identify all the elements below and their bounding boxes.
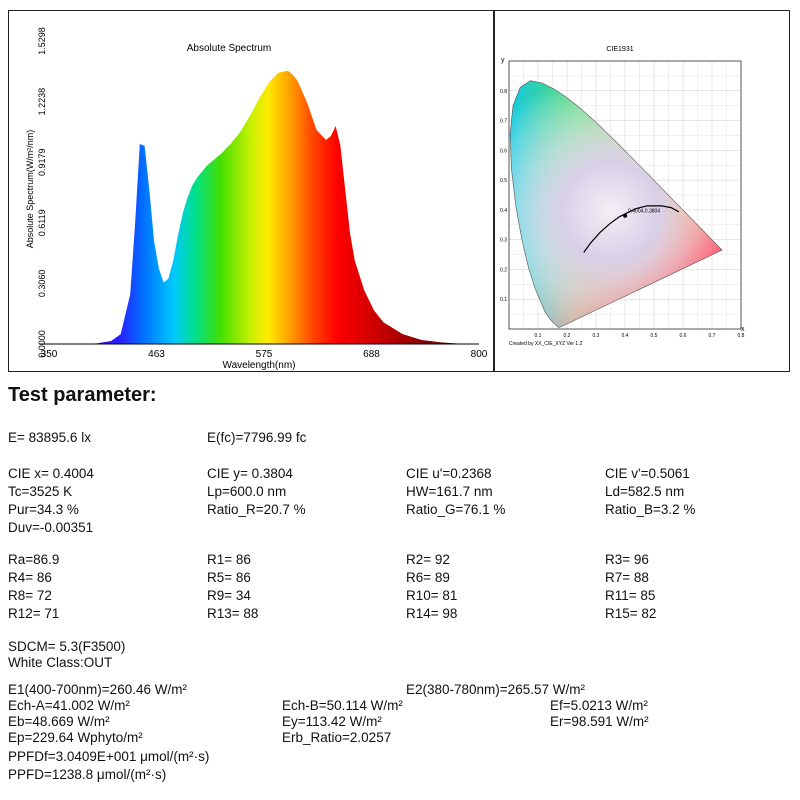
planckian-locus bbox=[583, 205, 680, 253]
erb-ratio-value: Erb_Ratio=2.0257 bbox=[282, 730, 392, 745]
ppfd-value: PPFD=1238.8 μmol/(m²·s) bbox=[8, 767, 167, 782]
spectrum-chart: Absolute Spectrum 0.00000.30600.61190.91… bbox=[25, 27, 488, 371]
eb-value: Eb=48.669 W/m² bbox=[8, 714, 110, 729]
spectrum-x-tick: 463 bbox=[148, 349, 165, 360]
white-class-value: White Class:OUT bbox=[8, 655, 113, 670]
parameters-heading: Test parameter: bbox=[8, 384, 157, 406]
cie-v-value: CIE v'=0.5061 bbox=[605, 466, 690, 481]
cie-x-tick: 0.8 bbox=[738, 333, 745, 339]
r12-value: R12= 71 bbox=[8, 606, 60, 621]
illuminance-fc: E(fc)=7796.99 fc bbox=[207, 430, 307, 445]
r1-value: R1= 86 bbox=[207, 552, 251, 567]
cie-x-tick: 0.5 bbox=[651, 333, 658, 339]
cie-y-tick: 0.1 bbox=[500, 297, 507, 303]
chromaticity-point bbox=[623, 213, 628, 218]
sdcm-value: SDCM= 5.3(F3500) bbox=[8, 639, 126, 654]
spectrum-y-tick: 1.5298 bbox=[37, 27, 47, 55]
cie-x-tick: 0.3 bbox=[593, 333, 600, 339]
cie-title: CIE1931 bbox=[606, 46, 633, 53]
r8-value: R8= 72 bbox=[8, 588, 52, 603]
illuminance-lx: E= 83895.6 lx bbox=[8, 430, 91, 445]
ey-value: Ey=113.42 W/m² bbox=[282, 714, 382, 729]
r13-value: R13= 88 bbox=[207, 606, 259, 621]
r7-value: R7= 88 bbox=[605, 570, 649, 585]
lp-value: Lp=600.0 nm bbox=[207, 484, 287, 499]
ep-value: Ep=229.64 Wphyto/m² bbox=[8, 730, 143, 745]
spectrum-x-tick: 688 bbox=[363, 349, 380, 360]
r11-value: R11= 85 bbox=[605, 588, 656, 603]
cie-x-tick: 0.6 bbox=[680, 333, 687, 339]
cie-x-tick: 0.2 bbox=[564, 333, 571, 339]
cie-u-value: CIE u'=0.2368 bbox=[406, 466, 492, 481]
cie-y-tick: 0.7 bbox=[500, 119, 507, 125]
cie-y-tick: 0.8 bbox=[500, 89, 507, 95]
r4-value: R4= 86 bbox=[8, 570, 52, 585]
ratio-b-value: Ratio_B=3.2 % bbox=[605, 502, 696, 517]
spectrum-y-tick: 0.3060 bbox=[37, 270, 47, 298]
cie-y-tick: 0.4 bbox=[500, 208, 507, 214]
tc-value: Tc=3525 K bbox=[8, 484, 73, 499]
r14-value: R14= 98 bbox=[406, 606, 458, 621]
cie-chart: CIE1931 y x 0.4004,0.3804 0.1 0.2 0.3 0.4 0.… bbox=[500, 46, 745, 347]
ld-value: Ld=582.5 nm bbox=[605, 484, 685, 499]
spectrum-chart-panel: Absolute Spectrum 0.0000 0.3060 0.6119 0.91… bbox=[8, 10, 494, 372]
cie-x-tick: 0.4 bbox=[622, 333, 629, 339]
spectrum-x-tick: 575 bbox=[256, 349, 273, 360]
e2-value: E2(380-780nm)=265.57 W/m² bbox=[406, 682, 585, 697]
spectrum-y-tick: 0.9179 bbox=[37, 148, 47, 176]
cie-y-tick: 0.5 bbox=[500, 178, 507, 184]
ppfdf-value: PPFDf=3.0409E+001 μmol/(m²·s) bbox=[8, 749, 210, 764]
hw-value: HW=161.7 nm bbox=[406, 484, 493, 499]
e1-value: E1(400-700nm)=260.46 W/m² bbox=[8, 682, 187, 697]
cie-x-tick: 0.1 bbox=[535, 333, 542, 339]
cie-y-value: CIE y= 0.3804 bbox=[207, 466, 293, 481]
r10-value: R10= 81 bbox=[406, 588, 458, 603]
r3-value: R3= 96 bbox=[605, 552, 649, 567]
chromaticity-point-label: 0.4004,0.3804 bbox=[628, 209, 660, 215]
ra-value: Ra=86.9 bbox=[8, 552, 60, 567]
spectrum-area bbox=[49, 70, 479, 344]
cie-plot-frame bbox=[508, 60, 742, 330]
ef-value: Ef=5.0213 W/m² bbox=[550, 698, 648, 713]
r6-value: R6= 89 bbox=[406, 570, 450, 585]
spectrum-x-tick: 350 bbox=[41, 349, 58, 360]
r2-value: R2= 92 bbox=[406, 552, 450, 567]
r9-value: R9= 34 bbox=[207, 588, 251, 603]
er-value: Er=98.591 W/m² bbox=[550, 714, 649, 729]
spectrum-y-label: Absolute Spectrum(W/m²/nm) bbox=[25, 130, 35, 249]
spectrum-title: Absolute Spectrum bbox=[187, 43, 272, 54]
spectrum-y-tick: 0.6119 bbox=[37, 209, 47, 236]
cie-x-label: x bbox=[741, 326, 745, 333]
cie-y-tick: 0.6 bbox=[500, 148, 507, 154]
cie-footer: Created by XX_CIE_XYZ Ver 1.2 bbox=[509, 341, 583, 347]
spectrum-x-label: Wavelength(nm) bbox=[223, 360, 296, 371]
cie-chart-panel: CIE1931 y x 0.4004,0.3804 0.1 0.2 0.3 0.4 0.… bbox=[494, 10, 790, 372]
cie-x-tick: 0.7 bbox=[709, 333, 716, 339]
cie-x-value: CIE x= 0.4004 bbox=[8, 466, 94, 481]
ech-b-value: Ech-B=50.114 W/m² bbox=[282, 698, 403, 713]
ratio-g-value: Ratio_G=76.1 % bbox=[406, 502, 506, 517]
r5-value: R5= 86 bbox=[207, 570, 251, 585]
spectrum-y-tick: 1.2238 bbox=[37, 88, 47, 116]
pur-value: Pur=34.3 % bbox=[8, 502, 79, 517]
cie-y-label: y bbox=[501, 57, 505, 64]
r15-value: R15= 82 bbox=[605, 606, 657, 621]
cie-gamut-outline bbox=[509, 80, 723, 328]
cie-y-tick: 0.3 bbox=[500, 238, 507, 244]
cie-y-tick: 0.2 bbox=[500, 267, 507, 273]
ratio-r-value: Ratio_R=20.7 % bbox=[207, 502, 306, 517]
ech-a-value: Ech-A=41.002 W/m² bbox=[8, 698, 130, 713]
spectrum-x-tick: 800 bbox=[471, 349, 488, 360]
duv-value: Duv=-0.00351 bbox=[8, 520, 94, 535]
